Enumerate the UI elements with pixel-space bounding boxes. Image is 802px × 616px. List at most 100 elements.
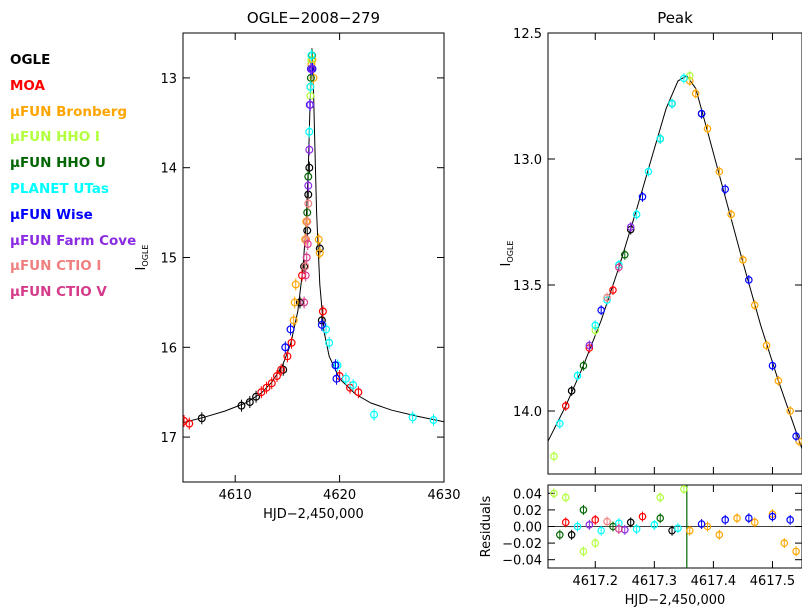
data-point [591,539,600,547]
y-tick-label: 17 [160,431,177,446]
y-tick-label: −0.04 [502,554,542,569]
y-tick-label: 16 [160,341,177,356]
legend-entry-prefix: μ [10,258,20,275]
data-point [615,263,623,272]
data-point [306,82,315,91]
data-point [354,388,363,397]
legend-entry-prefix: μ [10,232,20,249]
y-tick-label: 13 [160,72,177,87]
data-point [650,521,659,529]
data-point [632,210,641,219]
data-point [349,381,358,390]
data-point [556,530,564,539]
legend-entry: μFUN HHO I [10,125,136,151]
data-point [304,181,313,190]
data-point [305,163,314,172]
x-axis-label: HJD−2,450,000 [263,507,364,522]
y-tick-label: 12.5 [513,27,542,42]
data-point [408,413,417,422]
data-point [685,526,694,535]
data-point [550,452,558,461]
legend-entry-prefix: μ [10,129,20,146]
y-tick-label: 0.04 [513,487,542,502]
data-point [277,365,286,374]
y-axis-label: IOGLE [134,245,150,271]
legend-entry: μFUN Bronberg [10,100,136,126]
data-point [638,193,647,201]
series-planet-utas [573,518,682,536]
series--fun-wise [281,62,341,385]
legend-entry: MOA [10,74,136,100]
data-point [573,522,582,531]
series-moa [561,511,647,528]
data-point [291,280,300,289]
data-point [305,127,314,136]
y-tick-label: −0.02 [502,537,542,552]
data-point [567,387,576,395]
light-curve-title: OGLE−2008−279 [247,9,380,27]
series-planet-utas [305,49,438,427]
data-point [626,223,635,231]
data-point [585,521,594,529]
data-point [727,210,735,219]
legend-entry-prefix: μ [10,206,20,223]
data-point [306,100,315,109]
data-point [739,255,747,264]
data-point [721,185,730,194]
legend-entry-label: FUN HHO I [19,129,100,146]
data-point [341,374,350,383]
x-tick-label: 4617.5 [750,574,796,589]
data-point [300,298,309,307]
legend-entry-label: PLANET UTas [10,180,109,197]
series--fun-hho-u [556,504,665,540]
data-point [252,392,261,401]
data-point [322,325,331,334]
data-point [325,338,334,347]
data-point [638,512,647,521]
series--fun-wise [597,108,800,442]
data-point [668,99,676,108]
data-point [307,64,316,73]
legend-entry-label: OGLE [10,52,51,68]
data-point [290,298,299,307]
x-tick-label: 4620 [323,488,356,503]
x-tick-label: 4617.4 [691,574,737,589]
data-point [768,361,777,370]
y-tick-label: 0.02 [513,504,542,519]
peak-panel: Peak 12.5 13.0 13.5 14.0 IOGLE [499,9,802,475]
data-point [237,401,246,410]
y-tick-label: 14 [160,162,177,177]
y-tick-label: 13.5 [513,279,542,294]
legend-entry: μFUN Farm Cove [10,229,136,255]
data-point [286,325,295,334]
x-tick-label: 4617.3 [632,574,678,589]
data-point [768,512,777,521]
data-point [304,199,313,208]
data-point [295,298,304,307]
data-point [303,240,312,249]
residuals-panel: 4617.2 4617.3 4617.4 4617.50.040.020.00−0.0… [479,484,802,608]
series--fun-ctio-v [615,523,623,534]
data-point [579,547,588,556]
data-point [750,301,759,309]
legend-entry: μFUN CTIO I [10,254,136,280]
data-point [429,416,438,425]
data-point [303,217,312,226]
data-point [332,374,341,383]
data-point [733,514,741,523]
data-point [272,372,281,381]
data-point [786,407,794,415]
data-point [370,410,379,419]
data-point [674,524,682,532]
x-tick-label: 4630 [427,488,460,503]
data-point [305,145,314,154]
data-point [597,526,605,535]
data-point [317,320,326,329]
series--fun-ctio-v [615,262,623,273]
series-ogle [567,517,676,540]
data-point [314,235,323,244]
series--fun-bronberg [685,509,800,557]
data-point [289,316,298,325]
